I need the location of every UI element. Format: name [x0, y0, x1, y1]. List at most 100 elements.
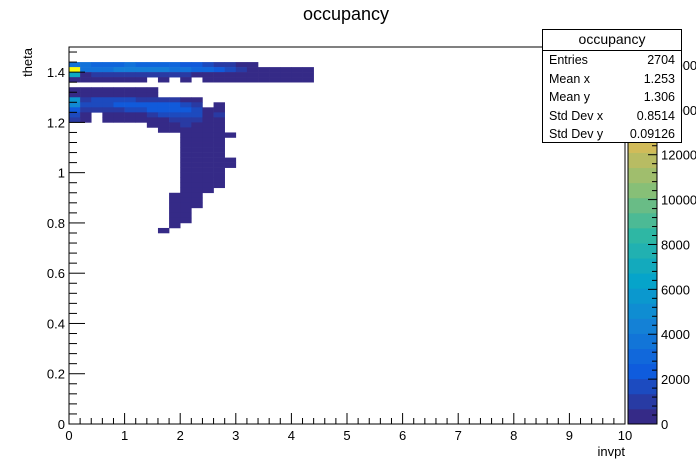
heatmap-cell [180, 132, 192, 138]
heatmap-cell [224, 77, 237, 83]
heatmap-cell [124, 112, 137, 118]
heatmap-cell [146, 107, 159, 113]
heatmap-cell [191, 62, 203, 68]
heatmap-cell [246, 67, 259, 73]
heatmap-cell [213, 77, 225, 83]
heatmap-cell [202, 127, 214, 133]
heatmap-cell [224, 67, 237, 73]
heatmap-cell [202, 162, 214, 168]
heatmap-cell [157, 117, 170, 123]
stats-value: 0.09126 [629, 127, 675, 141]
x-tick-label: 3 [232, 428, 239, 443]
heatmap-cell [180, 77, 192, 83]
heatmap-cell [202, 147, 214, 153]
heatmap-cell [80, 62, 92, 68]
heatmap-cell [213, 72, 225, 78]
stats-row-entries: Entries 2704 [543, 51, 681, 70]
heatmap-cell [157, 127, 170, 133]
heatmap-cell [180, 167, 192, 173]
heatmap-cell [102, 62, 114, 68]
stats-box: occupancy Entries 2704 Mean x 1.253 Mean… [542, 29, 682, 143]
heatmap-cell [191, 167, 203, 173]
heatmap-cell [80, 72, 92, 78]
heatmap-cell [135, 92, 148, 98]
heatmap-cell [80, 87, 92, 93]
heatmap-cell [69, 92, 81, 98]
palette-segment [628, 167, 657, 184]
heatmap-cell [202, 137, 214, 143]
palette-segment [628, 348, 657, 365]
x-tick-label: 1 [121, 428, 128, 443]
stats-value: 0.8514 [636, 108, 675, 123]
stats-value: 2704 [647, 53, 675, 67]
heatmap-cell [191, 122, 203, 128]
heatmap-cell [191, 197, 203, 204]
stats-value: 1.306 [643, 90, 675, 104]
heatmap-cell [202, 62, 214, 68]
heatmap-cell [91, 72, 103, 78]
palette-segment [628, 182, 657, 199]
heatmap-cell [180, 107, 192, 113]
heatmap-cell [135, 87, 148, 93]
heatmap-cell [202, 177, 214, 184]
y-tick-label: 0.4 [47, 316, 65, 331]
heatmap-cell [124, 77, 137, 83]
heatmap-cell [213, 62, 225, 68]
z-tick-label: 2000 [661, 372, 690, 387]
stats-title: occupancy [543, 30, 681, 51]
heatmap-cell [180, 147, 192, 153]
palette-segment [628, 363, 657, 380]
heatmap-cell [224, 162, 237, 168]
heatmap-cell [69, 107, 81, 113]
heatmap-cell [146, 67, 159, 73]
heatmap-cell [124, 102, 137, 108]
heatmap-cell [213, 122, 225, 128]
heatmap-cell [69, 112, 81, 118]
heatmap-cell [69, 72, 81, 78]
heatmap-cell [180, 127, 192, 133]
heatmap-cell [124, 117, 137, 123]
heatmap-cell [69, 77, 81, 83]
heatmap-cell [213, 157, 225, 163]
heatmap-cell [69, 97, 81, 103]
heatmap-cell [258, 77, 270, 83]
heatmap-cell [146, 92, 159, 98]
heatmap-cell [113, 77, 125, 83]
heatmap-cell [213, 112, 225, 118]
heatmap-cell [213, 152, 225, 158]
x-tick-label: 5 [343, 428, 350, 443]
heatmap-cell [157, 227, 170, 234]
heatmap-cell [302, 67, 314, 73]
heatmap-cell [180, 172, 192, 178]
heatmap-cell [180, 117, 192, 123]
heatmap-cell [191, 102, 203, 108]
heatmap-cell [280, 72, 292, 78]
heatmap-cell [180, 67, 192, 73]
heatmap-cell [180, 97, 192, 103]
heatmap-cell [113, 97, 125, 103]
heatmap-cell [224, 157, 237, 163]
heatmap-cell [213, 132, 225, 138]
palette-segment [628, 333, 657, 349]
heatmap-cell [157, 122, 170, 128]
heatmap-cell [213, 117, 225, 123]
x-tick-label: 2 [177, 428, 184, 443]
heatmap-cell [169, 107, 181, 113]
heatmap-cell [135, 107, 148, 113]
heatmap-cell [124, 72, 137, 78]
heatmap-cell [169, 97, 181, 103]
heatmap-cell [191, 72, 203, 78]
heatmap-cell [102, 77, 114, 83]
heatmap-cell [224, 132, 237, 138]
heatmap-cell [180, 207, 192, 214]
palette-segment [628, 243, 657, 259]
heatmap-cell [213, 67, 225, 73]
heatmap-cell [191, 162, 203, 168]
heatmap-cell [157, 112, 170, 118]
heatmap-cell [169, 217, 181, 224]
heatmap-cell [180, 137, 192, 143]
heatmap-cell [224, 72, 237, 78]
heatmap-cell [113, 87, 125, 93]
heatmap-cell [180, 122, 192, 128]
heatmap-cell [213, 182, 225, 189]
